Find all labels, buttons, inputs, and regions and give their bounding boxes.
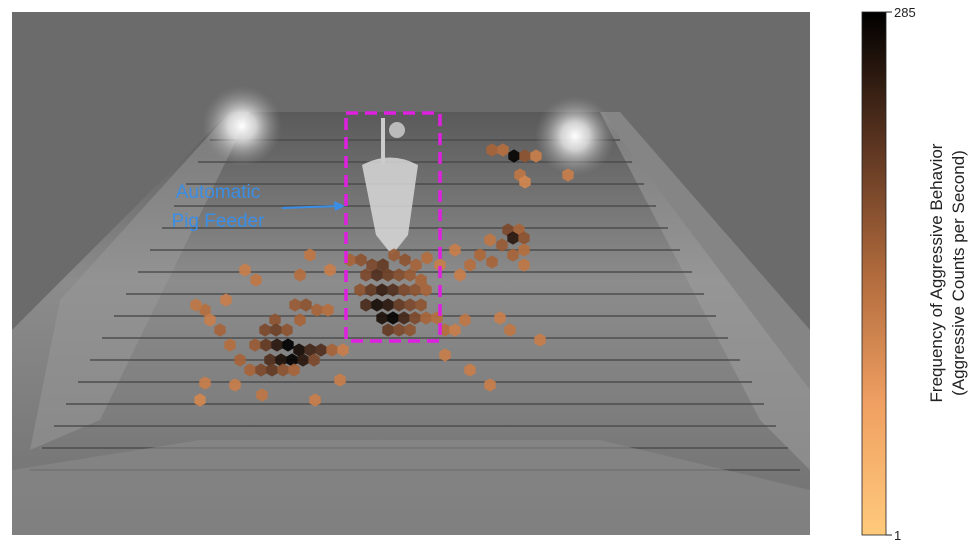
colorbar-label: (Aggressive Counts per Second) xyxy=(949,150,968,396)
annotation: Pig Feeder xyxy=(172,211,266,232)
colorbar-tick-label: 1 xyxy=(894,528,901,540)
colorbar xyxy=(862,12,886,535)
figure: Automatic Pig Feeder Frequency of Aggres… xyxy=(0,0,973,540)
colorbar-label: Frequency of Aggressive Behavior xyxy=(927,143,946,402)
annotation: Automatic xyxy=(176,182,260,203)
colorbar-tick-label: 285 xyxy=(894,5,916,20)
